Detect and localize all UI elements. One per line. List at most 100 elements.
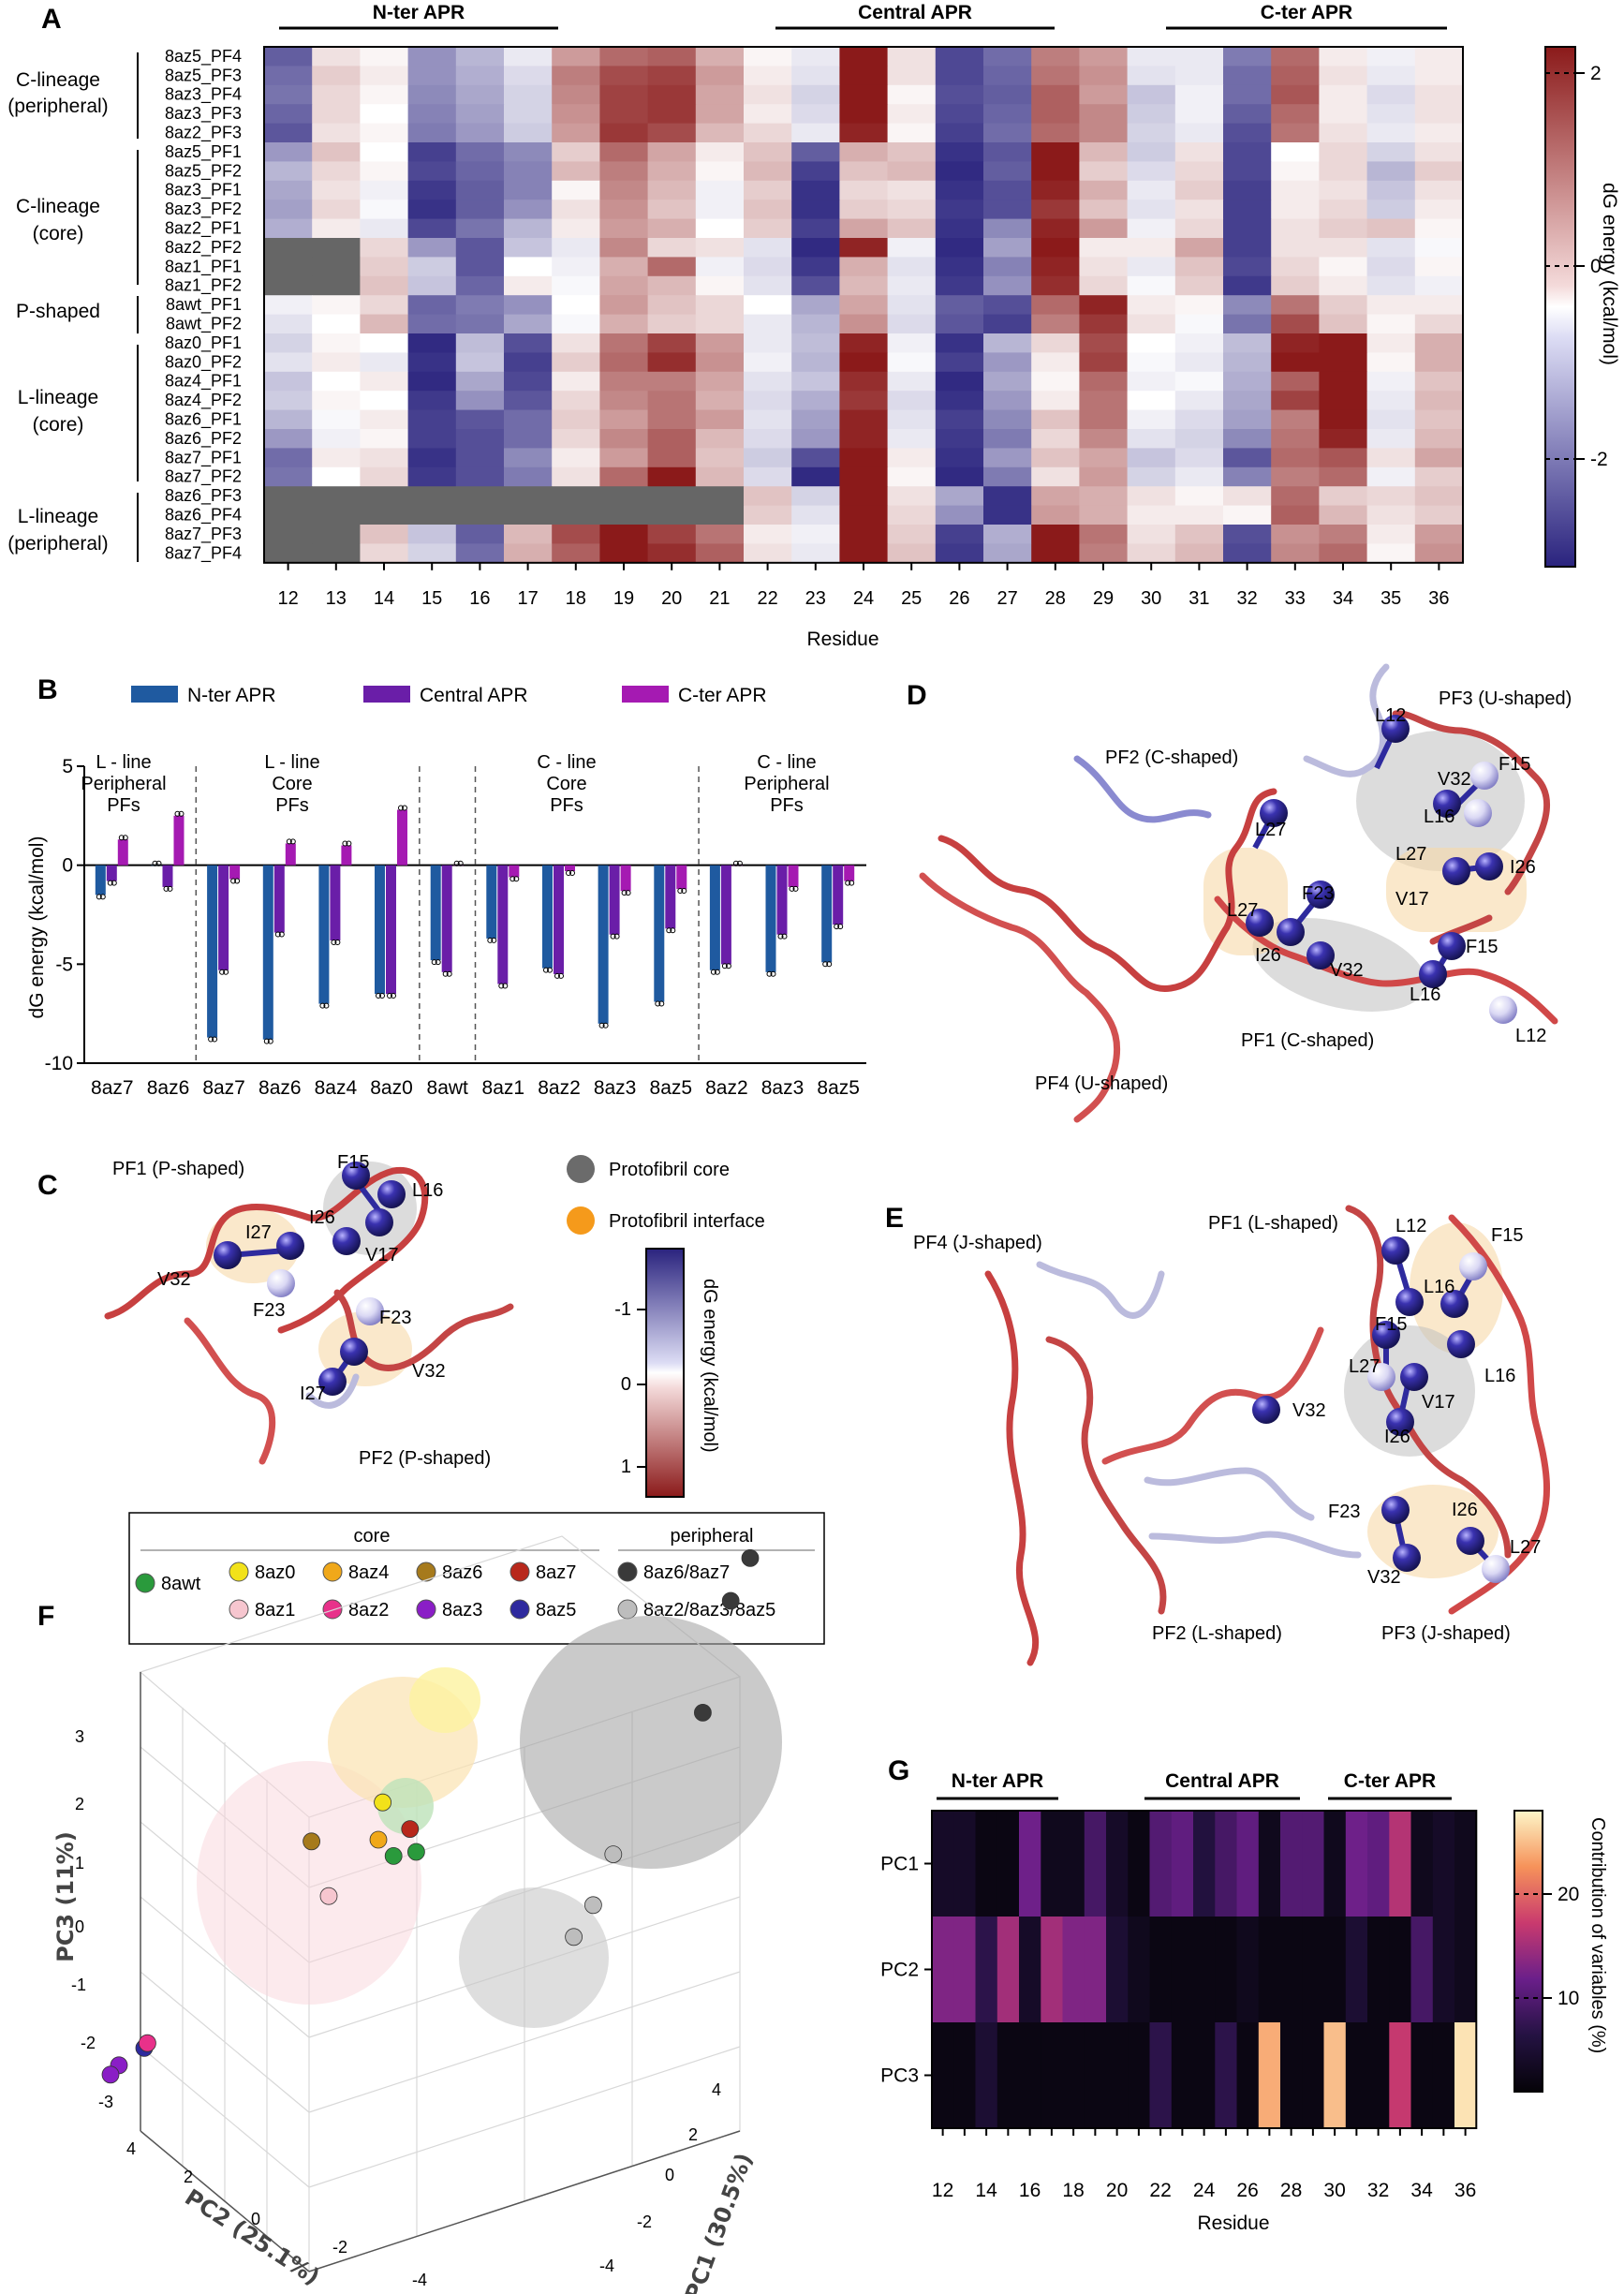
e-res-l16-top: L16 [1424, 1277, 1454, 1297]
heatmap-a-cell [791, 275, 840, 296]
heatmap-a-cell [1031, 104, 1080, 125]
heatmap-a [263, 46, 1464, 564]
heatmap-a-cell [935, 295, 984, 316]
heatmap-a-cell [360, 391, 409, 411]
c-cbar-label: dG energy (kcal/mol) [700, 1279, 720, 1453]
bar-b-point [155, 860, 162, 866]
heatmap-a-cell [312, 161, 361, 182]
heatmap-a-cell [599, 257, 649, 277]
heatmap-a-row-label: 8az7_PF2 [165, 467, 242, 487]
panel-b: N-ter APR Central APR C-ter APR 5 0 -5 -10 8… [26, 685, 866, 1099]
heatmap-a-cell [983, 543, 1032, 564]
heatmap-a-cell [360, 180, 409, 200]
e-backbone-pf2-c [1144, 1467, 1315, 1521]
heatmap-a-cell [791, 295, 840, 316]
heatmap-a-cell [647, 448, 697, 468]
e-residue-spheres [1252, 1236, 1510, 1583]
heatmap-a-cell [983, 123, 1032, 143]
group-b-1-line3: PFs [107, 795, 140, 816]
heatmap-a-cell [552, 391, 600, 411]
heatmap-a-cell [1031, 295, 1080, 316]
d-res-l27-pf3: L27 [1395, 844, 1426, 865]
heatmap-a-cell [1079, 352, 1129, 373]
bar-b-point [670, 927, 676, 934]
heatmap-a-cell [839, 371, 889, 392]
heatmap-a-cell [744, 257, 792, 277]
bar-b-point [770, 970, 776, 977]
heatmap-a-cell [1079, 218, 1129, 239]
heatmap-g-col-label: 32 [1367, 2180, 1389, 2201]
f-pc2-label: PC2 (25.1%) [180, 2183, 324, 2290]
heatmap-g-col-label: 36 [1454, 2180, 1476, 2201]
bar-b-point [554, 972, 560, 979]
heatmap-a-cell [1127, 525, 1176, 544]
heatmap-a-cell [1127, 371, 1176, 392]
f-legend-label: 8az6 [442, 1562, 482, 1583]
bar-b-point [658, 1000, 665, 1007]
heatmap-a-cell [1174, 84, 1224, 105]
heatmap-a-cell [1319, 218, 1368, 239]
heatmap-a-cell [887, 275, 937, 296]
panel-a-central-label: Central APR [858, 2, 972, 23]
d-backbone-pf3-b [1392, 710, 1551, 895]
heatmap-a-cell [1079, 47, 1129, 67]
heatmap-a-row-label: 8az7_PF3 [165, 525, 242, 544]
e-res-l16-mid: L16 [1484, 1366, 1515, 1386]
heatmap-a-cell [695, 314, 745, 334]
heatmap-g-cell [1106, 2022, 1129, 2129]
heatmap-a-cell [887, 238, 937, 258]
panel-label-e: E [885, 1203, 904, 1234]
heatmap-a-cell [887, 161, 937, 182]
heatmap-a-cell [360, 352, 409, 373]
heatmap-a-cell [1271, 371, 1320, 392]
heatmap-a-cell [647, 352, 697, 373]
heatmap-a-cell [360, 218, 409, 239]
heatmap-a-cell [744, 371, 792, 392]
c-backbone-pf1 [104, 1166, 429, 1334]
heatmap-a-cell [1271, 47, 1320, 67]
f-pc3-tick-3: 3 [75, 1727, 84, 1746]
heatmap-a-cell [647, 486, 697, 507]
heatmap-a-cell [695, 429, 745, 449]
heatmap-a-cell [1031, 486, 1080, 507]
heatmap-a-cell [552, 314, 600, 334]
f-legend-label: 8az2 [348, 1600, 389, 1621]
heatmap-a-cell [1319, 104, 1368, 125]
heatmap-a-cell [1319, 486, 1368, 507]
heatmap-a-cell [552, 218, 600, 239]
heatmap-a-cell [1079, 409, 1129, 430]
bar-b-bar [486, 865, 497, 939]
heatmap-a-cell [1174, 391, 1224, 411]
heatmap-a-cell [1271, 200, 1320, 220]
heatmap-a-cell [1174, 200, 1224, 220]
heatmap-a-cell [599, 466, 649, 487]
heatmap-a-cell [839, 84, 889, 105]
bar-b-point [543, 967, 549, 973]
bar-b-bar [318, 865, 330, 1004]
d-pf4-label: PF4 (U-shaped) [1035, 1073, 1168, 1094]
g-nter-label: N-ter APR [952, 1770, 1043, 1792]
bar-b-point [547, 967, 553, 973]
heatmap-a-cell [935, 47, 984, 67]
heatmap-a-cell [647, 391, 697, 411]
heatmap-a-cell [552, 448, 600, 468]
heatmap-g [931, 1810, 1478, 2129]
d-res-l27-pf1: L27 [1227, 900, 1258, 921]
heatmap-a-cell [839, 104, 889, 125]
heatmap-a-cell [1127, 505, 1176, 525]
heatmap-a-cell [1414, 525, 1464, 544]
heatmap-a-cell [552, 333, 600, 353]
bar-b-bar [397, 809, 407, 866]
bar-b-point [655, 1000, 661, 1007]
heatmap-g-cell [1410, 2022, 1434, 2129]
heatmap-g-cell [1410, 1811, 1434, 1917]
e-res-v32-low: V32 [1367, 1567, 1401, 1588]
heatmap-a-cell [647, 104, 697, 125]
heatmap-a-cell [1127, 123, 1176, 143]
heatmap-a-cell [839, 448, 889, 468]
heatmap-g-cell [1345, 1917, 1368, 2023]
heatmap-a-col-label: 33 [1285, 588, 1306, 609]
heatmap-a-cell [935, 257, 984, 277]
f-pc3-tick-0: 0 [75, 1917, 84, 1936]
bar-b-bar [654, 865, 665, 1002]
